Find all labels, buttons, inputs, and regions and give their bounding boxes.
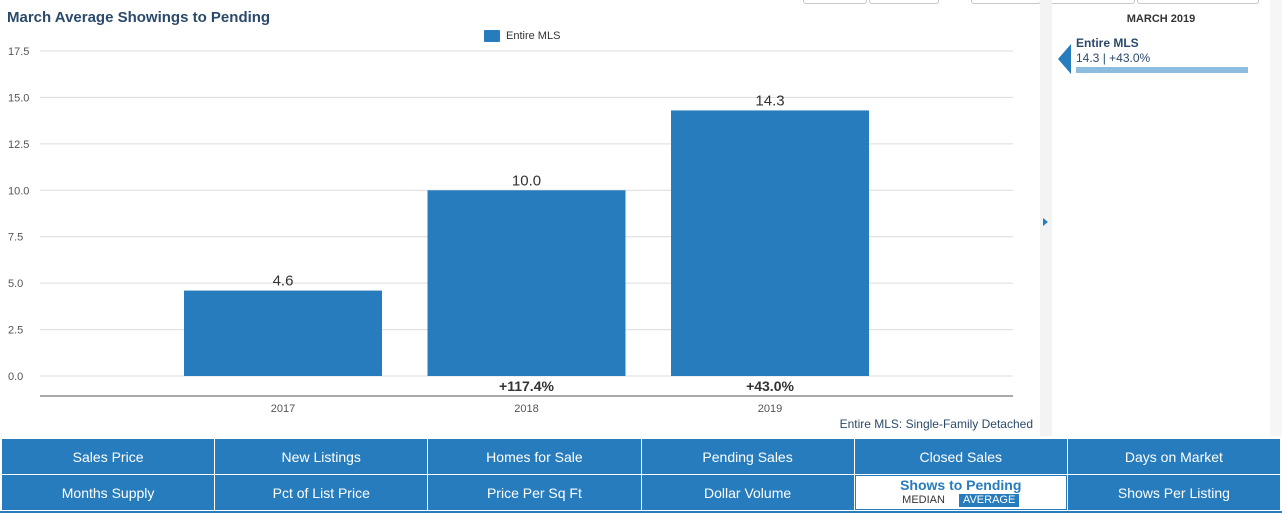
chart-area: March Average Showings to Pending Entire… bbox=[7, 9, 1033, 431]
average-toggle[interactable]: AVERAGE bbox=[958, 494, 1020, 507]
data-label: 4.6 bbox=[273, 273, 294, 290]
top-tab[interactable] bbox=[869, 0, 939, 4]
bar bbox=[184, 290, 382, 376]
bar-chart: 0.0 2.5 5.0 7.5 10.0 12.5 15.0 17.5 4.6 2017 10.0 +… bbox=[8, 46, 1033, 431]
data-label: 14.3 bbox=[755, 92, 784, 109]
x-tick-label: 2017 bbox=[271, 403, 295, 415]
y-tick-label: 0.0 bbox=[8, 371, 23, 383]
median-toggle[interactable]: MEDIAN bbox=[902, 494, 945, 506]
bottom-border bbox=[0, 511, 1282, 513]
nav-pending-sales[interactable]: Pending Sales bbox=[641, 439, 854, 474]
nav-pct-of-list-price[interactable]: Pct of List Price bbox=[215, 475, 428, 510]
top-tab[interactable] bbox=[1137, 0, 1259, 4]
legend[interactable]: Entire MLS bbox=[484, 30, 560, 42]
nav-closed-sales[interactable]: Closed Sales bbox=[854, 439, 1067, 474]
nav-new-listings[interactable]: New Listings bbox=[215, 439, 428, 474]
nav-shows-per-listing[interactable]: Shows Per Listing bbox=[1067, 475, 1280, 510]
side-panel: MARCH 2019 Entire MLS 14.3 | +43.0% bbox=[1058, 0, 1264, 436]
nav-homes-for-sale[interactable]: Homes for Sale bbox=[428, 439, 641, 474]
y-tick-label: 2.5 bbox=[8, 325, 23, 337]
x-tick-label: 2018 bbox=[514, 403, 538, 415]
legend-swatch bbox=[484, 30, 500, 42]
change-label: +117.4% bbox=[499, 378, 554, 394]
data-label: 10.0 bbox=[512, 172, 541, 189]
top-tab[interactable] bbox=[803, 0, 867, 4]
pointer-icon bbox=[1058, 44, 1071, 74]
nav-price-per-sq-ft[interactable]: Price Per Sq Ft bbox=[428, 475, 641, 510]
y-tick-label: 12.5 bbox=[8, 139, 29, 151]
nav-days-on-market[interactable]: Days on Market bbox=[1067, 439, 1280, 474]
nav-shows-to-pending[interactable]: Shows to Pending MEDIAN AVERAGE bbox=[854, 475, 1067, 510]
y-tick-label: 17.5 bbox=[8, 46, 29, 58]
footnote: Entire MLS: Single-Family Detached bbox=[840, 417, 1033, 431]
y-tick-label: 7.5 bbox=[8, 232, 23, 244]
expand-arrow-icon[interactable] bbox=[1043, 218, 1048, 226]
change-label: +43.0% bbox=[746, 378, 794, 394]
bar bbox=[671, 110, 869, 376]
y-tick-label: 5.0 bbox=[8, 278, 23, 290]
side-entry-value: 14.3 | +43.0% bbox=[1076, 51, 1151, 65]
nav-months-supply[interactable]: Months Supply bbox=[2, 475, 215, 510]
side-entry-name: Entire MLS bbox=[1076, 36, 1139, 50]
scrollbar[interactable] bbox=[1270, 0, 1282, 436]
side-entry-bar bbox=[1076, 67, 1248, 73]
chart-title: March Average Showings to Pending bbox=[7, 9, 271, 26]
metric-nav: Sales Price New Listings Homes for Sale … bbox=[2, 439, 1280, 510]
legend-label: Entire MLS bbox=[506, 30, 561, 42]
stat-toggle: MEDIAN AVERAGE bbox=[902, 494, 1020, 507]
side-panel-title: MARCH 2019 bbox=[1126, 13, 1196, 25]
x-tick-label: 2019 bbox=[758, 403, 782, 415]
nav-shows-to-pending-label: Shows to Pending bbox=[900, 477, 1022, 493]
y-tick-label: 10.0 bbox=[8, 185, 29, 197]
y-tick-label: 15.0 bbox=[8, 92, 29, 104]
nav-sales-price[interactable]: Sales Price bbox=[2, 439, 215, 474]
nav-dollar-volume[interactable]: Dollar Volume bbox=[641, 475, 854, 510]
bar bbox=[427, 190, 626, 376]
